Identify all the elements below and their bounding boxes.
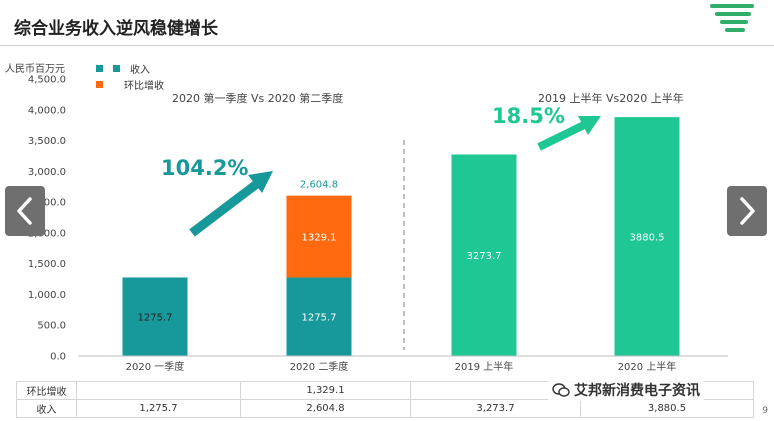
y-tick-label: 500.0 [37,321,66,332]
legend-item-revenue: 收入 [96,60,164,76]
bar-value-label: 1275.7 [138,313,173,324]
legend-swatch-revenue-icon [96,64,103,72]
bar-revenue [451,154,517,356]
chevron-right-icon [740,197,755,225]
y-tick-label: 0.0 [50,352,66,363]
bar-value-label: 1275.7 [302,313,337,324]
left-growth-percent: 104.2% [161,156,249,180]
legend-swatch-qoq-icon [96,80,103,88]
right-panel-subtitle: 2019 上半年 Vs2020 上半年 [538,92,684,105]
table-cell: 3,273.7 [410,399,581,418]
y-tick-label: 2,500.0 [28,198,66,209]
x-tick-label: 2020 一季度 [126,360,185,373]
table-cell: 1,329.1 [240,381,411,400]
wechat-watermark: 艾邦新消费电子资讯 [548,379,704,401]
page-number: 9 [762,406,768,416]
table-cell [76,381,241,400]
x-tick-label: 2019 上半年 [455,360,514,373]
table-cell: 2,604.8 [240,399,411,418]
page-title: 综合业务收入逆风稳健增长 [14,19,218,39]
legend-label-qoq-increase: 环比增收 [124,80,164,92]
table-row-revenue: 收入 1,275.7 2,604.8 3,273.7 3,880.5 [16,399,754,418]
data-table: 环比增收 1,329.1 收入 1,275.7 2,604.8 3,273.7 … [16,381,754,418]
bar-value-label: 1329.1 [302,233,337,244]
x-tick-label: 2020 二季度 [290,360,349,373]
legend-swatch-revenue-icon [113,64,120,72]
legend-item-qoq-increase: 环比增收 [96,76,164,92]
table-cell: 1,275.7 [76,399,241,418]
prev-slide-button[interactable] [5,186,45,236]
table-row-label: 收入 [16,399,77,418]
legend-label-revenue: 收入 [130,64,150,76]
chart-legend: 收入 环比增收 [96,60,164,92]
table-row-label: 环比增收 [16,381,77,400]
y-tick-label: 2,000.0 [28,228,66,239]
bar-qoq-increase [286,195,352,278]
right-growth-arrow-icon [537,116,601,151]
right-growth-percent: 18.5% [492,104,565,128]
y-tick-label: 1,000.0 [28,290,66,301]
left-panel-subtitle: 2020 第一季度 Vs 2020 第二季度 [172,92,344,105]
left-growth-arrow-icon [189,171,273,237]
bar-revenue [614,117,680,356]
watermark-text: 艾邦新消费电子资讯 [574,383,700,399]
y-tick-label: 4,000.0 [28,105,66,116]
brand-logo [710,4,754,34]
y-tick-label: 1,500.0 [28,259,66,270]
bar-revenue [286,277,352,356]
bar-total-label: 2,604.8 [300,180,338,191]
y-tick-label: 3,000.0 [28,167,66,178]
y-tick-label: 4,500.0 [28,75,66,86]
x-tick-label: 2020 上半年 [618,360,677,373]
y-axis-unit-label: 人民币百万元 [5,64,65,75]
bar-value-label: 3273.7 [467,251,502,262]
next-slide-button[interactable] [727,186,767,236]
table-cell: 3,880.5 [580,399,754,418]
bar-revenue [122,277,188,356]
title-divider [0,45,774,46]
wechat-icon [552,383,570,397]
y-tick-label: 3,500.0 [28,136,66,147]
bar-value-label: 3880.5 [630,233,665,244]
chevron-left-icon [17,197,32,225]
